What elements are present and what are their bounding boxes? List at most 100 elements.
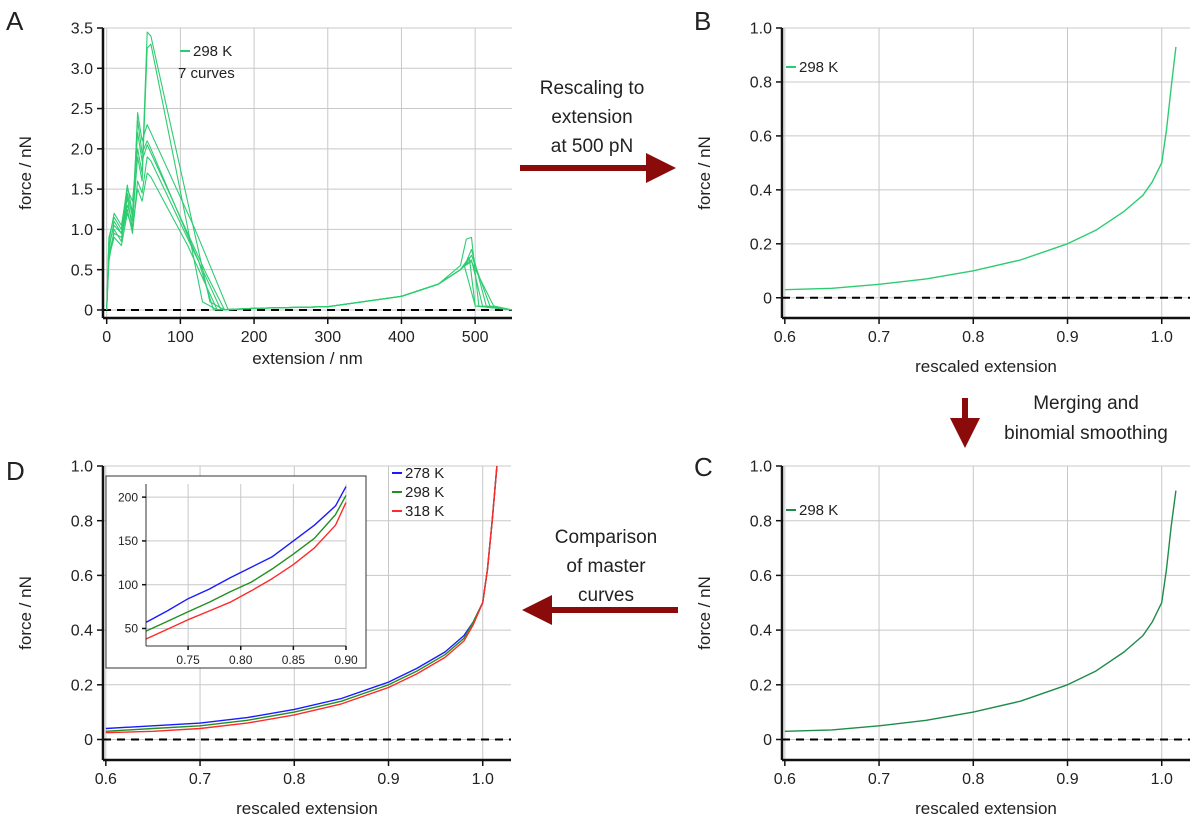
chart-c-xtick-label-1: 0.7 bbox=[868, 771, 890, 788]
chart-c-xtick-label-0: 0.6 bbox=[774, 771, 796, 788]
chart-d-legend-label-1: 298 K bbox=[405, 484, 444, 501]
chart-d-inset-xtick-label-0: 0.75 bbox=[176, 653, 200, 667]
chart-b-xtick-label-2: 0.8 bbox=[962, 329, 984, 346]
chart-d-xtick-label-2: 0.8 bbox=[283, 771, 305, 788]
chart-b: 0.6 0.7 0.8 0.9 1.0 0 0.2 0.4 0.6 0.8 1.0 rescaled … bbox=[695, 21, 1190, 376]
chart-d-ylabel: force / nN bbox=[16, 576, 35, 650]
chart-c-xtick-label-2: 0.8 bbox=[962, 771, 984, 788]
chart-c-ytick-label-0: 0 bbox=[763, 732, 772, 749]
chart-d-inset-ytick-label-1: 100 bbox=[118, 578, 138, 592]
chart-b-xlabel: rescaled extension bbox=[915, 357, 1057, 376]
chart-a-xtick-label-3: 300 bbox=[314, 329, 341, 346]
chart-a-ytick-label-0: 0 bbox=[84, 303, 93, 320]
chart-d-ytick-label-1: 0.2 bbox=[71, 677, 93, 694]
chart-a-series-0 bbox=[106, 31, 513, 311]
chart-d-inset-series-2 bbox=[145, 502, 347, 640]
arrow-rescale: Rescaling to extension at 500 pN bbox=[520, 78, 676, 183]
arrow-rescale-line3: at 500 pN bbox=[551, 136, 633, 157]
chart-a-xtick-label-5: 500 bbox=[462, 329, 489, 346]
chart-b-ytick-label-1: 0.2 bbox=[750, 236, 772, 253]
chart-a-series-2 bbox=[106, 112, 513, 311]
chart-b-xtick-label-4: 1.0 bbox=[1151, 329, 1173, 346]
chart-d-inset-ytick-label-2: 150 bbox=[118, 534, 138, 548]
chart-a-xtick-label-1: 100 bbox=[167, 329, 194, 346]
chart-d-inset-series bbox=[145, 486, 347, 640]
panel-letter-c: C bbox=[694, 452, 713, 482]
chart-c-xlabel: rescaled extension bbox=[915, 799, 1057, 818]
arrow-compare: Comparison of master curves bbox=[522, 527, 678, 625]
chart-a-ytick-label-7: 3.5 bbox=[71, 21, 93, 38]
arrow-merge-line2: binomial smoothing bbox=[1004, 423, 1168, 444]
chart-d-series-2 bbox=[105, 465, 498, 734]
chart-c-series bbox=[784, 490, 1177, 732]
chart-b-xtick-label-3: 0.9 bbox=[1056, 329, 1078, 346]
chart-b-grid bbox=[782, 27, 1190, 318]
chart-c-xtick-label-3: 0.9 bbox=[1056, 771, 1078, 788]
chart-a-xtick-label-2: 200 bbox=[241, 329, 268, 346]
chart-a-series-4 bbox=[106, 156, 513, 311]
chart-b-xtick-label-1: 0.7 bbox=[868, 329, 890, 346]
chart-d-xlabel: rescaled extension bbox=[236, 799, 378, 818]
chart-c-ytick-label-2: 0.4 bbox=[750, 623, 772, 640]
chart-a-series bbox=[106, 31, 513, 311]
chart-d-inset: 0.75 0.80 0.85 0.90 50 100 150 200 bbox=[105, 475, 367, 669]
chart-a-ytick-label-6: 3.0 bbox=[71, 61, 93, 78]
chart-a-xtick-label-0: 0 bbox=[102, 329, 111, 346]
arrow-rescale-line2: extension bbox=[551, 107, 632, 128]
chart-c-series-0 bbox=[784, 490, 1177, 732]
chart-d-ytick-label-0: 0 bbox=[84, 732, 93, 749]
chart-a-series-6 bbox=[106, 172, 513, 311]
chart-d-inset-series-1 bbox=[145, 495, 347, 632]
arrow-compare-line2: of master bbox=[566, 556, 646, 577]
panel-letter-a: A bbox=[6, 6, 24, 36]
chart-d: 0.6 0.7 0.8 0.9 1.0 0 0.2 0.4 0.6 0.8 1.0 rescaled … bbox=[16, 459, 511, 818]
arrow-rescale-line1: Rescaling to bbox=[540, 78, 645, 99]
chart-a-ylabel: force / nN bbox=[16, 136, 35, 210]
chart-d-ytick-label-2: 0.4 bbox=[71, 623, 93, 640]
chart-c-ytick-label-3: 0.6 bbox=[750, 568, 772, 585]
chart-a: 0 100 200 300 400 500 0 0.5 1.0 1.5 2.0 2.5 3.0 3.5 ex… bbox=[16, 21, 513, 368]
chart-b-ylabel: force / nN bbox=[695, 136, 714, 210]
chart-d-xtick-label-1: 0.7 bbox=[189, 771, 211, 788]
chart-b-series-0 bbox=[784, 46, 1177, 291]
chart-b-ytick-label-2: 0.4 bbox=[750, 182, 772, 199]
chart-c-ytick-label-1: 0.2 bbox=[750, 677, 772, 694]
chart-b-series bbox=[784, 46, 1177, 291]
chart-d-ytick-label-5: 1.0 bbox=[71, 459, 93, 476]
chart-c-ylabel: force / nN bbox=[695, 576, 714, 650]
chart-a-series-5 bbox=[106, 132, 513, 311]
chart-d-series bbox=[105, 465, 498, 734]
chart-d-ytick-label-3: 0.6 bbox=[71, 568, 93, 585]
chart-b-ytick-label-3: 0.6 bbox=[750, 129, 772, 146]
chart-c: 0.6 0.7 0.8 0.9 1.0 0 0.2 0.4 0.6 0.8 1.0 rescaled … bbox=[695, 459, 1190, 818]
chart-c-grid bbox=[782, 465, 1190, 760]
chart-c-legend-label-0: 298 K bbox=[799, 502, 838, 519]
arrow-merge: Merging and binomial smoothing bbox=[950, 393, 1168, 448]
chart-a-ytick-label-2: 1.0 bbox=[71, 222, 93, 239]
chart-a-ytick-label-1: 0.5 bbox=[71, 262, 93, 279]
chart-a-legend-label-0: 298 K bbox=[193, 43, 232, 60]
panel-letter-b: B bbox=[694, 6, 711, 36]
chart-b-xtick-label-0: 0.6 bbox=[774, 329, 796, 346]
chart-a-legend-note-0: 7 curves bbox=[178, 65, 235, 82]
chart-b-legend-label-0: 298 K bbox=[799, 59, 838, 76]
chart-b-ytick-label-5: 1.0 bbox=[750, 21, 772, 38]
arrow-compare-line3: curves bbox=[578, 585, 634, 606]
arrow-compare-line1: Comparison bbox=[555, 527, 657, 548]
chart-d-inset-xtick-label-3: 0.90 bbox=[334, 653, 358, 667]
chart-d-inset-ytick-label-0: 50 bbox=[125, 622, 139, 636]
chart-d-inset-xtick-label-2: 0.85 bbox=[282, 653, 306, 667]
chart-d-inset-ytick-label-3: 200 bbox=[118, 490, 138, 504]
chart-a-ytick-label-3: 1.5 bbox=[71, 182, 93, 199]
chart-d-inset-xtick-label-1: 0.80 bbox=[229, 653, 253, 667]
arrow-merge-line1: Merging and bbox=[1033, 393, 1139, 414]
chart-a-grid bbox=[103, 27, 512, 318]
panel-letter-d: D bbox=[6, 456, 25, 486]
chart-d-inset-frame bbox=[105, 475, 367, 669]
chart-a-ytick-label-5: 2.5 bbox=[71, 101, 93, 118]
chart-a-xlabel: extension / nm bbox=[252, 349, 363, 368]
chart-c-xtick-label-4: 1.0 bbox=[1151, 771, 1173, 788]
chart-d-legend-label-0: 278 K bbox=[405, 465, 444, 482]
chart-a-xtick-label-4: 400 bbox=[388, 329, 415, 346]
